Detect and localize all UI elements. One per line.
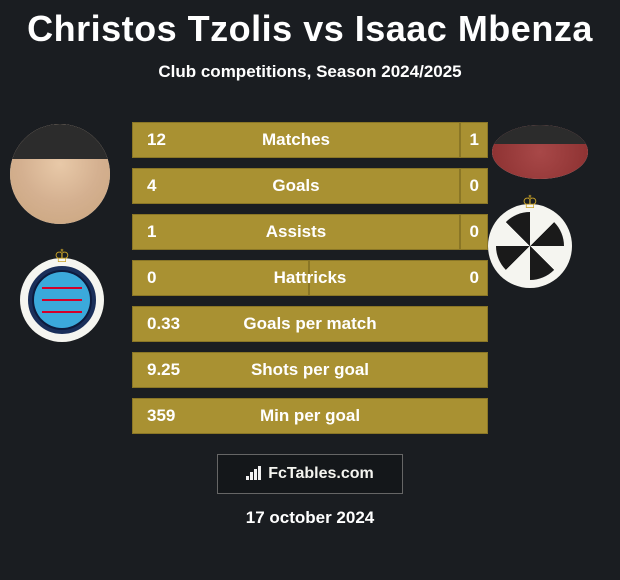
stat-value-right: 1 [470,130,479,150]
stat-label: Matches [262,130,330,150]
stats-container: 12 Matches 1 4 Goals 0 1 Assists 0 Hattricks 0 0 0.3… [132,122,488,434]
stat-value-left: 359 [147,406,175,426]
stat-value-left: 0 [147,268,156,288]
page-title: Christos Tzolis vs Isaac Mbenza [0,8,620,50]
stat-label: Goals [272,176,319,196]
crown-icon: ♔ [54,246,70,267]
badge-inner-icon [496,212,564,280]
stat-bar: 0.33 Goals per match [132,306,488,342]
stat-row: 9.25 Shots per goal [132,352,488,388]
stat-value-left: 4 [147,176,156,196]
stat-row: 12 Matches 1 [132,122,488,158]
stat-row: Hattricks 0 0 [132,260,488,296]
badge-inner-icon [28,266,96,334]
badge-icon: ♔ [488,204,572,288]
avatar-face-icon [492,125,588,179]
stat-bar-right: 0 [461,214,488,250]
stat-value-left: 0.33 [147,314,180,334]
badge-icon: ♔ [20,258,104,342]
stat-row: 4 Goals 0 [132,168,488,204]
avatar-face-icon [10,124,110,224]
chart-icon [246,466,262,483]
player-avatar-left [10,124,110,224]
stat-bar-left: 1 Assists [132,214,461,250]
stat-bar: 9.25 Shots per goal [132,352,488,388]
club-badge-right: ♔ [488,204,588,288]
stat-bar-left: 4 Goals [132,168,461,204]
subtitle: Club competitions, Season 2024/2025 [0,62,620,82]
stat-value-left: 9.25 [147,360,180,380]
stat-row: 1 Assists 0 [132,214,488,250]
stat-value-left: 1 [147,222,156,242]
stat-label: Assists [266,222,326,242]
stat-label: Hattricks [274,268,347,288]
stat-bar-right: 0 [461,168,488,204]
brand-text: FcTables.com [268,465,374,483]
stat-bar-left: 12 Matches [132,122,461,158]
stat-value-right: 0 [470,268,479,288]
crown-icon: ♔ [522,192,538,213]
stat-value-right: 0 [470,176,479,196]
stat-bar-right: 1 [461,122,488,158]
stat-label: Goals per match [243,314,376,334]
stat-bar: 359 Min per goal [132,398,488,434]
stat-label: Shots per goal [251,360,369,380]
stat-value-right: 0 [470,222,479,242]
stat-row: 0.33 Goals per match [132,306,488,342]
stat-row: 359 Min per goal [132,398,488,434]
stat-value-left: 12 [147,130,166,150]
brand-badge: FcTables.com [217,454,403,494]
date-text: 17 october 2024 [0,508,620,528]
stat-label: Min per goal [260,406,360,426]
footer: FcTables.com 17 october 2024 [0,454,620,528]
club-badge-left: ♔ [20,258,120,342]
player-avatar-right [492,125,588,179]
